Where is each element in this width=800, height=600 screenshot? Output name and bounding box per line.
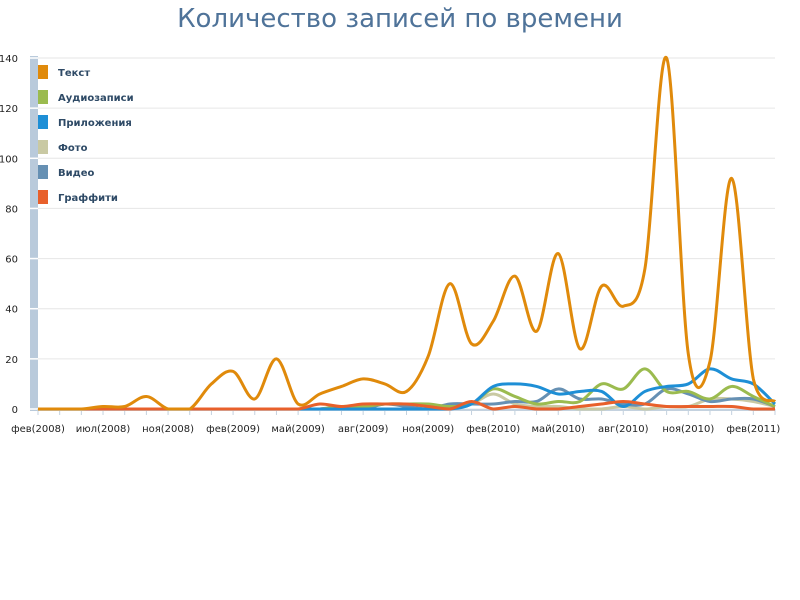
x-tick-label: ноя(2010)	[662, 424, 714, 435]
x-tick-label: фев(2010)	[466, 424, 520, 435]
legend-label: Приложения	[58, 118, 132, 129]
legend-swatch	[38, 140, 48, 154]
y-tick-label: 0	[12, 405, 18, 416]
x-tick-label: фев(2011)	[726, 424, 780, 435]
legend-label: Фото	[58, 143, 88, 154]
legend-label: Текст	[58, 68, 90, 79]
legend-swatch	[38, 90, 48, 104]
y-tick-label: 40	[5, 305, 18, 316]
legend-label: Видео	[58, 168, 94, 179]
y-tick-label: 120	[0, 104, 18, 115]
y-tick-label: 140	[0, 54, 18, 65]
series-line-0	[38, 56, 777, 411]
x-tick-label: ноя(2009)	[402, 424, 454, 435]
x-tick-label: май(2010)	[532, 424, 586, 435]
legend-swatch	[38, 165, 48, 179]
x-tick-label: авг(2009)	[338, 424, 389, 435]
y-tick-label: 80	[5, 204, 18, 215]
y-tick-label: 20	[5, 355, 18, 366]
x-tick-label: ноя(2008)	[142, 424, 194, 435]
y-tick-label: 100	[0, 154, 18, 165]
x-tick-label: май(2009)	[271, 424, 325, 435]
y-axis-bar	[30, 56, 38, 411]
x-tick-label: авг(2010)	[598, 424, 649, 435]
legend-swatch	[38, 190, 48, 204]
x-tick-label: июл(2008)	[76, 424, 131, 435]
y-tick-label: 60	[5, 255, 18, 266]
x-tick-label: фев(2009)	[206, 424, 260, 435]
legend-label: Граффити	[58, 192, 118, 204]
x-tick-label: фев(2008)	[11, 424, 65, 435]
legend-swatch	[38, 115, 48, 129]
legend-label: Аудиозаписи	[58, 93, 134, 104]
legend-swatch	[38, 65, 48, 79]
chart-title: Количество записей по времени	[177, 4, 623, 34]
